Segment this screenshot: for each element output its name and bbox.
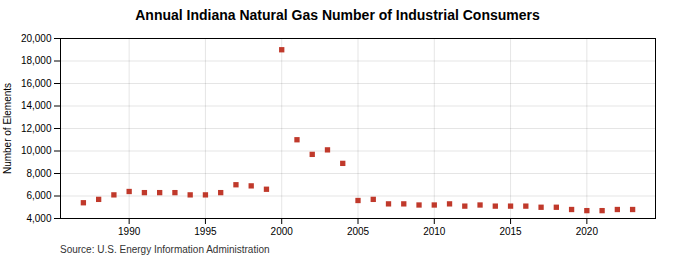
svg-text:2000: 2000 — [271, 226, 294, 237]
svg-text:16,000: 16,000 — [21, 78, 52, 89]
svg-text:2010: 2010 — [423, 226, 446, 237]
html-text:Source: U.S. Energy Informatio: Source: U.S. Energy Information Administ… — [60, 244, 270, 255]
svg-text:12,000: 12,000 — [21, 123, 52, 134]
svg-text:1990: 1990 — [118, 226, 141, 237]
svg-text:8,000: 8,000 — [26, 168, 51, 179]
svg-text:2015: 2015 — [499, 226, 522, 237]
html-text:Annual Indiana Natural Gas Num: Annual Indiana Natural Gas Number of Ind… — [135, 7, 540, 23]
svg-text:2020: 2020 — [576, 226, 599, 237]
svg-text:4,000: 4,000 — [26, 213, 51, 224]
svg-text:Number of Elements: Number of Elements — [2, 83, 13, 174]
svg-text:6,000: 6,000 — [26, 190, 51, 201]
svg-text:14,000: 14,000 — [21, 100, 52, 111]
svg-text:18,000: 18,000 — [21, 55, 52, 66]
svg-text:20,000: 20,000 — [21, 33, 52, 44]
svg-text:1995: 1995 — [194, 226, 217, 237]
svg-text:2005: 2005 — [347, 226, 370, 237]
svg-text:10,000: 10,000 — [21, 145, 52, 156]
